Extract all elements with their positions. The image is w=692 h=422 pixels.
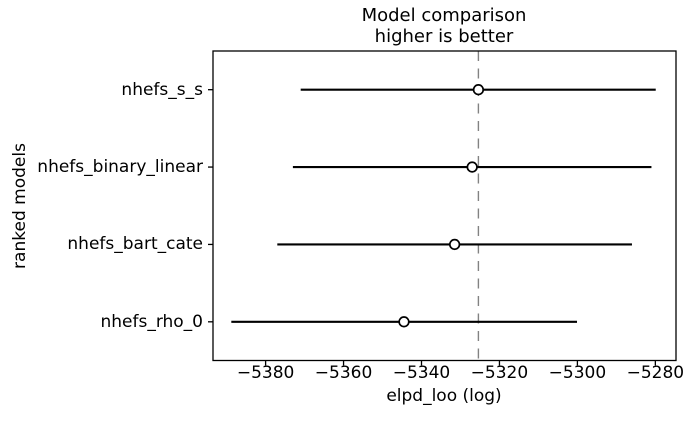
axes-frame bbox=[212, 50, 677, 362]
y-tick-label: nhefs_binary_linear bbox=[37, 157, 203, 178]
marker-nhefs_bart_cate bbox=[448, 238, 461, 251]
x-tick-label: −5360 bbox=[314, 363, 373, 383]
y-axis-label: ranked models bbox=[10, 143, 30, 269]
marker-nhefs_s_s bbox=[472, 84, 485, 96]
y-tick-label: nhefs_rho_0 bbox=[100, 311, 203, 332]
chart-title-line1: Model comparison bbox=[361, 5, 527, 26]
x-tick-label: −5320 bbox=[470, 363, 529, 383]
chart-title: Model comparison higher is better bbox=[361, 5, 527, 47]
y-tick-label: nhefs_s_s bbox=[121, 79, 203, 100]
chart-title-line2: higher is better bbox=[374, 25, 514, 47]
x-tick-label: −5280 bbox=[626, 363, 685, 383]
marker-nhefs_rho_0 bbox=[398, 316, 410, 328]
x-tick-label: −5340 bbox=[392, 363, 451, 383]
x-tick-label: −5300 bbox=[548, 363, 607, 383]
x-tick-label: −5380 bbox=[236, 363, 295, 383]
y-tick-label: nhefs_bart_cate bbox=[67, 234, 203, 255]
marker-nhefs_binary_linear bbox=[466, 161, 478, 173]
x-axis-label: elpd_loo (log) bbox=[386, 386, 502, 406]
